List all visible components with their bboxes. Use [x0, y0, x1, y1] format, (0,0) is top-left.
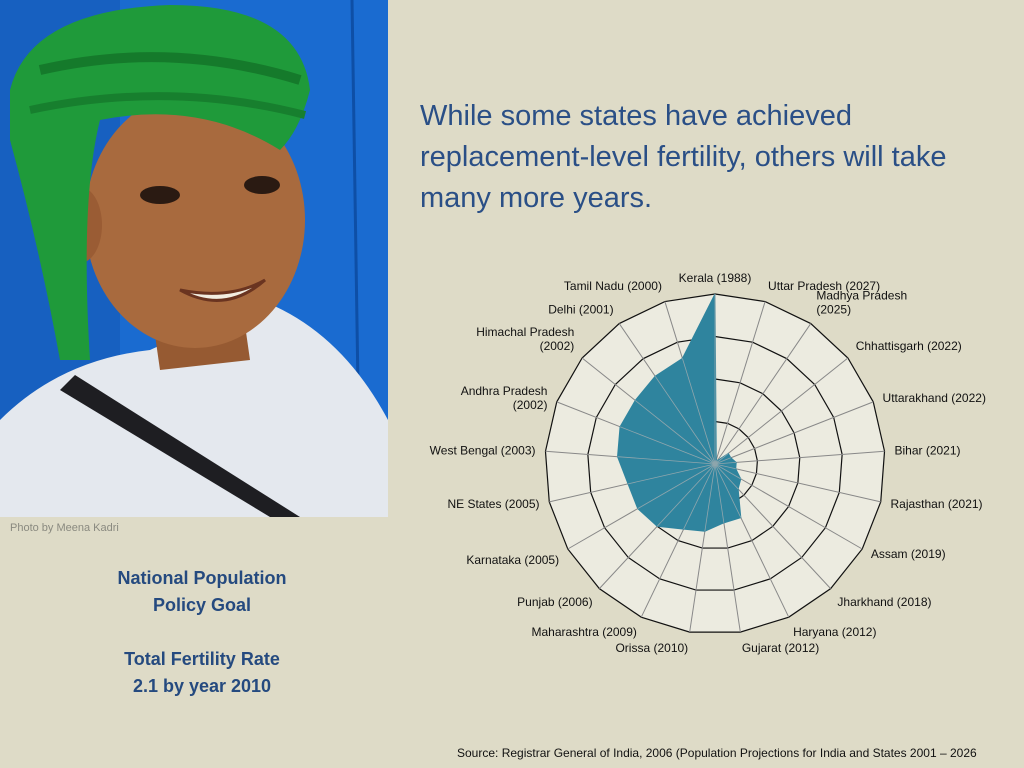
radar-value-spoke-14: [637, 463, 716, 509]
radar-value-spoke-17: [619, 426, 716, 465]
radar-ring-4: [544, 293, 886, 633]
radar-label-5: Bihar (2021): [894, 444, 960, 458]
policy-line-4: 2.1 by year 2010: [132, 676, 272, 696]
policy-spacer: [40, 619, 364, 646]
photo-shirt: [0, 300, 388, 517]
radar-label-4: Uttarakhand (2022): [883, 391, 986, 405]
radar-value-spoke-9: [714, 463, 742, 518]
radar-label-14: Karnataka (2005): [466, 553, 559, 567]
radar-ring-3: [587, 335, 843, 591]
radar-label-9: Haryana (2012): [793, 625, 876, 639]
radar-value-spoke-3: [714, 453, 729, 465]
radar-label-line: Chhattisgarh (2022): [856, 339, 962, 353]
photo-eye-right: [244, 176, 280, 194]
radar-label-line: Rajasthan (2021): [890, 497, 982, 511]
policy-line-3: Total Fertility Rate: [124, 649, 280, 669]
radar-label-line: Haryana (2012): [793, 625, 876, 639]
photo-strap: [60, 375, 300, 517]
photo-smile: [179, 278, 266, 302]
radar-label-18: Himachal Pradesh (2002): [476, 325, 574, 353]
radar-value-spoke-4: [714, 457, 731, 465]
radar-label-line: Andhra Pradesh: [461, 384, 548, 398]
radar-value-spoke-10: [714, 463, 725, 523]
radar-label-2: Madhya Pradesh (2025): [816, 288, 907, 316]
radar-label-line: Uttarakhand (2022): [883, 391, 986, 405]
radar-label-12: Maharashtra (2009): [532, 625, 637, 639]
boy-portrait-photo: [0, 0, 388, 517]
radar-value-spoke-11: [704, 463, 716, 532]
radar-value-spoke-18: [635, 400, 716, 465]
fertility-radar-chart: Kerala (1988) Uttar Pradesh (2027)Madhya …: [430, 271, 986, 655]
radar-value-spoke-19: [654, 375, 716, 465]
source-note: Source: Registrar General of India, 2006…: [457, 746, 977, 760]
radar-label-8: Jharkhand (2018): [837, 595, 931, 609]
radar-label-0: Kerala (1988): [679, 271, 752, 285]
radar-spoke-6: [714, 463, 881, 503]
policy-goal: National Population Policy Goal Total Fe…: [40, 565, 364, 700]
photo-credit: Photo by Meena Kadri: [10, 522, 119, 534]
radar-label-line: (2025): [816, 302, 851, 316]
radar-label-line: Assam (2019): [871, 547, 946, 561]
radar-spoke-4: [714, 401, 874, 465]
radar-label-line: Maharashtra (2009): [532, 625, 637, 639]
radar-value-spoke-12: [683, 463, 716, 530]
radar-label-line: (2002): [513, 398, 548, 412]
radar-spoke-5: [714, 450, 885, 465]
radar-series-area: [617, 293, 742, 532]
photo-turban-fold-2: [29, 92, 307, 119]
radar-value-spoke-5: [714, 462, 737, 465]
radar-label-line: Punjab (2006): [517, 595, 592, 609]
radar-label-13: Punjab (2006): [517, 595, 592, 609]
policy-line-1: National Population: [117, 568, 287, 588]
photo-turban-fold: [38, 52, 302, 85]
radar-value-spoke-16: [617, 456, 716, 465]
radar-label-line: Madhya Pradesh: [816, 288, 907, 302]
radar-value-spoke-13: [656, 463, 716, 527]
radar-label-1: Uttar Pradesh (2027): [768, 279, 880, 293]
photo-turban: [10, 5, 310, 360]
radar-label-line: West Bengal (2003): [430, 444, 536, 458]
radar-spoke-3: [714, 357, 849, 465]
radar-label-line: (2002): [540, 339, 575, 353]
radar-label-19: Delhi (2001): [548, 302, 613, 316]
radar-label-line: Karnataka (2005): [466, 553, 559, 567]
radar-label-17: Andhra Pradesh (2002): [461, 384, 548, 412]
radar-label-line: NE States (2005): [447, 497, 539, 511]
policy-line-2: Policy Goal: [152, 595, 252, 615]
radar-label-15: NE States (2005): [447, 497, 539, 511]
radar-label-line: Orissa (2010): [615, 641, 688, 655]
slide-title: While some states have achieved replacem…: [420, 100, 947, 214]
radar-label-7: Assam (2019): [871, 547, 946, 561]
radar-label-line: Gujarat (2012): [742, 641, 819, 655]
radar-label-3: Chhattisgarh (2022): [856, 339, 962, 353]
radar-label-line: Kerala (1988): [679, 271, 752, 285]
radar-label-line: Himachal Pradesh: [476, 325, 574, 339]
radar-value-spoke-8: [714, 463, 739, 490]
radar-spoke-2: [714, 323, 812, 465]
photo-eye-left: [140, 186, 180, 204]
radar-labels: Kerala (1988) Uttar Pradesh (2027)Madhya …: [430, 271, 986, 655]
radar-label-line: Bihar (2021): [894, 444, 960, 458]
radar-value-spoke-20: [682, 358, 716, 465]
radar-label-20: Tamil Nadu (2000): [564, 279, 662, 293]
radar-value-spoke-15: [627, 463, 716, 485]
photo-illustration: [0, 0, 388, 517]
radar-label-10: Gujarat (2012): [742, 641, 819, 655]
radar-value-spoke-7: [714, 463, 741, 480]
radar-data: [617, 293, 742, 532]
radar-label-6: Rajasthan (2021): [890, 497, 982, 511]
radar-label-line: Uttar Pradesh (2027): [768, 279, 880, 293]
radar-spoke-1: [714, 301, 766, 465]
photo-face: [85, 92, 305, 348]
radar-label-11: Orissa (2010): [615, 641, 688, 655]
radar-label-line: Jharkhand (2018): [837, 595, 931, 609]
radar-label-line: Delhi (2001): [548, 302, 613, 316]
radar-label-16: West Bengal (2003): [430, 444, 536, 458]
radar-value-spoke-6: [714, 463, 736, 470]
radar-label-line: Tamil Nadu (2000): [564, 279, 662, 293]
